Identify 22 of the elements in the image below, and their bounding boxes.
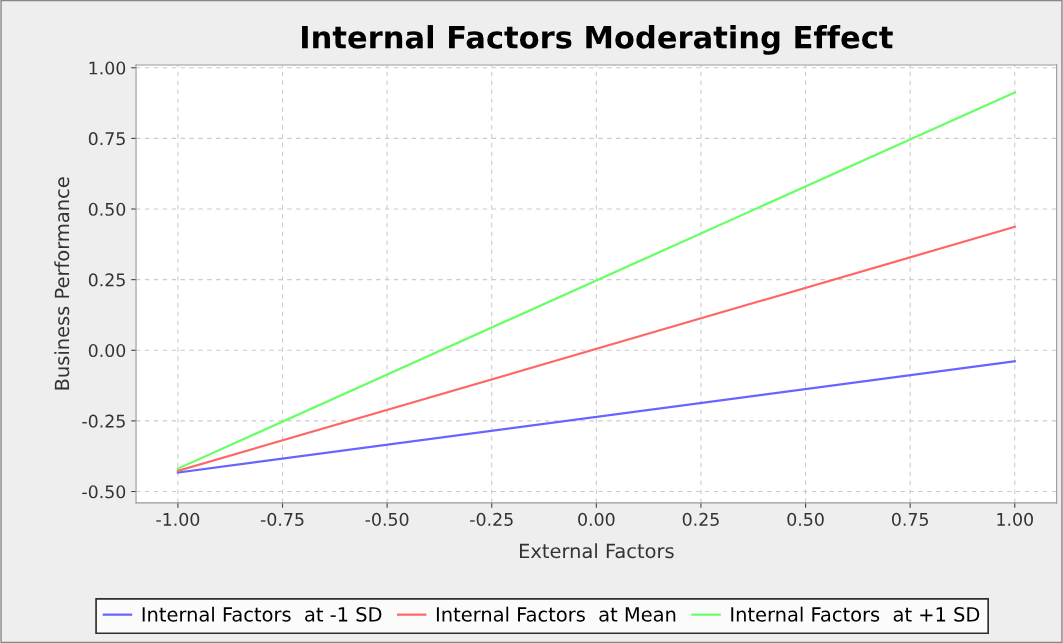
- x-tick-label: -0.25: [470, 512, 513, 526]
- x-tick-label: 1.00: [997, 512, 1033, 526]
- legend-label: Internal Factors at +1 SD: [731, 606, 980, 622]
- chart-title: Internal Factors Moderating Effect: [302, 25, 893, 55]
- y-tick-label: 0.50: [88, 202, 126, 216]
- y-tick-label: 0.75: [88, 132, 125, 146]
- x-tick-label: -0.75: [260, 512, 304, 526]
- x-tick-label: 0.25: [682, 512, 719, 526]
- y-tick-label: -0.50: [82, 485, 126, 499]
- x-axis-title: External Factors: [519, 543, 674, 559]
- y-tick-label: 0.00: [88, 343, 126, 358]
- legend-label: Internal Factors at -1 SD: [142, 606, 382, 622]
- y-axis-title: Business Performance: [54, 177, 70, 390]
- y-tick-label: -0.25: [82, 414, 125, 428]
- x-tick-label: 0.75: [891, 512, 928, 526]
- x-tick-label: 0.00: [578, 512, 615, 526]
- x-tick-label: -1.00: [156, 512, 200, 526]
- y-tick-label: 0.25: [88, 273, 125, 287]
- legend-label: Internal Factors at Mean: [436, 606, 676, 622]
- x-tick-label: 0.50: [787, 512, 824, 526]
- y-tick-label: 1.00: [89, 61, 126, 75]
- x-tick-label: -0.50: [365, 512, 409, 526]
